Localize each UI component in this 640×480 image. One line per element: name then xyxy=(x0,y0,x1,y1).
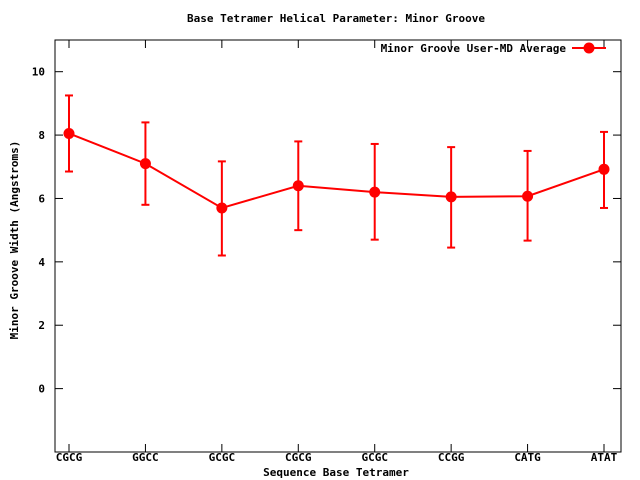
x-tick-label: GCGC xyxy=(209,451,236,464)
x-tick-label: CATG xyxy=(514,451,541,464)
series-line-group xyxy=(68,132,605,210)
plot-frame xyxy=(54,39,622,453)
data-point xyxy=(369,186,381,198)
data-point xyxy=(522,190,534,202)
legend: Minor Groove User-MD Average xyxy=(381,42,606,55)
y-axis-label: Minor Groove Width (Angstroms) xyxy=(8,141,21,340)
series-line xyxy=(68,132,605,210)
data-point xyxy=(216,202,228,214)
x-tick-label: CGCG xyxy=(285,451,312,464)
y-tick-label: 8 xyxy=(38,129,45,142)
data-point xyxy=(445,191,457,203)
data-point xyxy=(139,158,151,170)
x-tick-label: ATAT xyxy=(591,451,618,464)
chart-title: Base Tetramer Helical Parameter: Minor G… xyxy=(187,12,485,25)
y-axis-ticks: 0 2 4 6 8 10 xyxy=(32,66,621,396)
data-point xyxy=(292,180,304,192)
x-tick-label: GCGC xyxy=(361,451,388,464)
y-tick-label: 0 xyxy=(38,383,45,396)
y-tick-label: 6 xyxy=(38,192,45,205)
y-tick-label: 2 xyxy=(38,319,45,332)
x-tick-label: CCGG xyxy=(438,451,465,464)
x-axis-label: Sequence Base Tetramer xyxy=(263,466,409,479)
x-tick-label: GGCC xyxy=(132,451,159,464)
data-point xyxy=(63,127,75,139)
x-axis-ticks: CGCG GGCC GCGC CGCG GCGC CCGG CATG ATAT xyxy=(56,40,618,464)
data-point xyxy=(598,163,610,175)
legend-marker-sample xyxy=(583,42,595,54)
x-tick-label: CGCG xyxy=(56,451,83,464)
y-tick-label: 4 xyxy=(38,256,45,269)
data-points xyxy=(63,127,610,214)
legend-label: Minor Groove User-MD Average xyxy=(381,42,567,55)
error-bars xyxy=(65,94,608,257)
y-tick-label: 10 xyxy=(32,66,45,79)
